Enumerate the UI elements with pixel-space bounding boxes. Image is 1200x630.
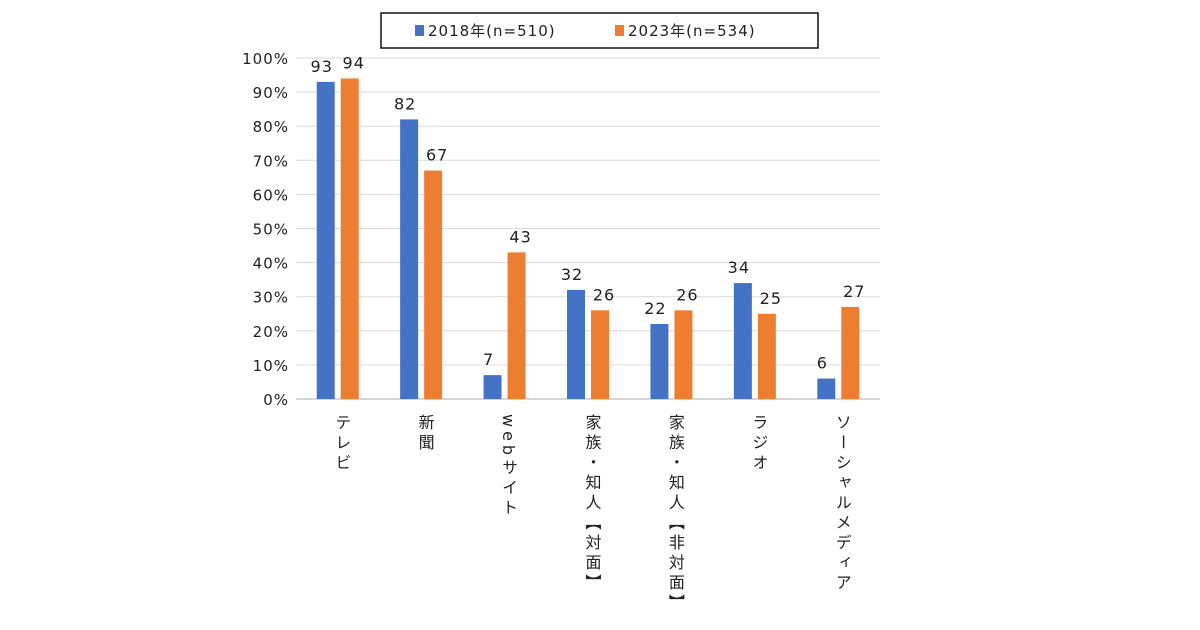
legend-label: 2018年(n=510) xyxy=(428,22,556,40)
data-label: 6 xyxy=(817,354,828,373)
bar-2023 xyxy=(757,313,776,399)
bar-2023 xyxy=(424,170,443,399)
y-tick-label: 70% xyxy=(253,152,289,170)
data-label: 25 xyxy=(760,289,782,308)
y-tick-label: 50% xyxy=(253,221,289,239)
category-label: 家族・知人【非対面】 xyxy=(666,414,685,614)
y-tick-label: 100% xyxy=(242,50,289,68)
y-tick-label: 0% xyxy=(263,391,289,409)
y-tick-label: 20% xyxy=(253,323,289,341)
bar-2023 xyxy=(674,310,693,399)
y-tick-label: 40% xyxy=(253,255,289,273)
category-label: webサイト xyxy=(499,414,518,519)
data-label: 34 xyxy=(728,258,750,277)
legend-swatch xyxy=(415,25,424,36)
bar-2018 xyxy=(483,375,502,399)
category-label: 新聞 xyxy=(416,414,435,454)
data-label: 27 xyxy=(843,282,865,301)
data-label: 32 xyxy=(561,265,583,284)
bar-2018 xyxy=(650,323,669,399)
bar-2023 xyxy=(340,78,359,400)
data-label: 22 xyxy=(644,299,666,318)
category-label: ソーシャルメディア xyxy=(833,414,852,594)
bar-2018 xyxy=(400,119,419,399)
y-tick-label: 60% xyxy=(253,186,289,204)
bar-2018 xyxy=(733,283,752,399)
category-label: ラジオ xyxy=(749,414,768,474)
data-label: 94 xyxy=(343,53,365,72)
bar-2018 xyxy=(567,289,585,399)
bar-2023 xyxy=(507,252,526,399)
data-label: 26 xyxy=(676,285,698,304)
legend-box xyxy=(380,12,819,49)
legend-swatch xyxy=(615,25,624,36)
bar-2023 xyxy=(841,306,860,399)
data-label: 7 xyxy=(483,350,494,369)
data-label: 93 xyxy=(311,57,333,76)
legend-label: 2023年(n=534) xyxy=(628,22,756,40)
bar-2018 xyxy=(817,378,836,399)
category-label: 家族・知人【対面】 xyxy=(583,414,602,594)
y-tick-label: 30% xyxy=(253,289,289,307)
y-tick-label: 80% xyxy=(253,118,289,136)
data-label: 82 xyxy=(394,94,416,113)
data-label: 26 xyxy=(593,285,615,304)
data-label: 43 xyxy=(509,227,531,246)
category-label: テレビ xyxy=(332,414,351,474)
y-tick-label: 10% xyxy=(253,357,289,375)
data-label: 67 xyxy=(426,146,448,165)
bar-2023 xyxy=(591,310,609,399)
y-tick-label: 90% xyxy=(253,84,289,102)
bar-2018 xyxy=(316,81,335,400)
